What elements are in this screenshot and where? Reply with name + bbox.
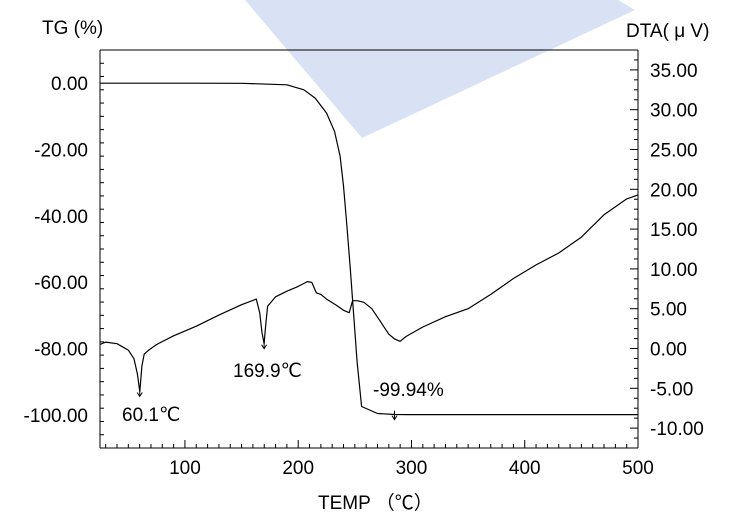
y-right-tick-label: 5.00 bbox=[650, 300, 687, 321]
dta-curve bbox=[99, 194, 639, 393]
y-right-tick-label: 25.00 bbox=[650, 141, 698, 162]
tg-curve bbox=[100, 82, 638, 416]
y-left-tick-label: -100.00 bbox=[24, 406, 88, 427]
watermark-shape bbox=[245, 0, 635, 138]
y-left-tick-label: -80.00 bbox=[34, 340, 88, 361]
x-axis-title: TEMP （℃） bbox=[318, 492, 433, 514]
y-left-tick-label: 0.00 bbox=[51, 74, 88, 95]
y-left-tick-label: -40.00 bbox=[34, 207, 88, 228]
series-layer bbox=[99, 82, 639, 416]
right-axis-title: DTA( μ V) bbox=[626, 21, 709, 42]
annotation-arrowhead bbox=[261, 344, 268, 350]
annotation-mass-loss: -99.94% bbox=[373, 380, 444, 401]
annotation-peak-1: 60.1℃ bbox=[122, 405, 180, 426]
y-right-tick-label: 0.00 bbox=[650, 340, 687, 361]
x-tick-label: 100 bbox=[169, 458, 201, 479]
y-right-tick-label: -5.00 bbox=[650, 379, 693, 400]
annotation-arrowhead bbox=[391, 415, 398, 421]
right-y-axis: 35.00 30.00 25.00 20.00 15.00 10.00 5.00 0.00 -5… bbox=[630, 49, 704, 449]
x-tick-label: 200 bbox=[282, 458, 314, 479]
annotation-peak-2: 169.9℃ bbox=[233, 361, 302, 382]
left-axis-title: TG (%) bbox=[42, 18, 103, 39]
y-right-tick-label: 20.00 bbox=[650, 180, 698, 201]
annotation-arrowhead bbox=[136, 392, 143, 398]
y-right-tick-label: 35.00 bbox=[650, 61, 698, 82]
left-y-axis: 0.00 -20.00 -40.00 -60.00 -80.00 -100.00 bbox=[24, 49, 104, 449]
x-tick-label: 500 bbox=[622, 458, 654, 479]
x-tick-label: 400 bbox=[509, 458, 541, 479]
x-axis: 100 200 300 400 500 bbox=[105, 440, 654, 479]
marker-layer bbox=[136, 339, 398, 421]
y-right-tick-label: 30.00 bbox=[650, 101, 698, 122]
y-right-tick-label: 10.00 bbox=[650, 260, 698, 281]
y-left-tick-label: -20.00 bbox=[34, 141, 88, 162]
y-left-tick-label: -60.00 bbox=[34, 273, 88, 294]
y-right-tick-label: -10.00 bbox=[650, 419, 704, 440]
x-tick-label: 300 bbox=[396, 458, 428, 479]
y-right-tick-label: 15.00 bbox=[650, 220, 698, 241]
